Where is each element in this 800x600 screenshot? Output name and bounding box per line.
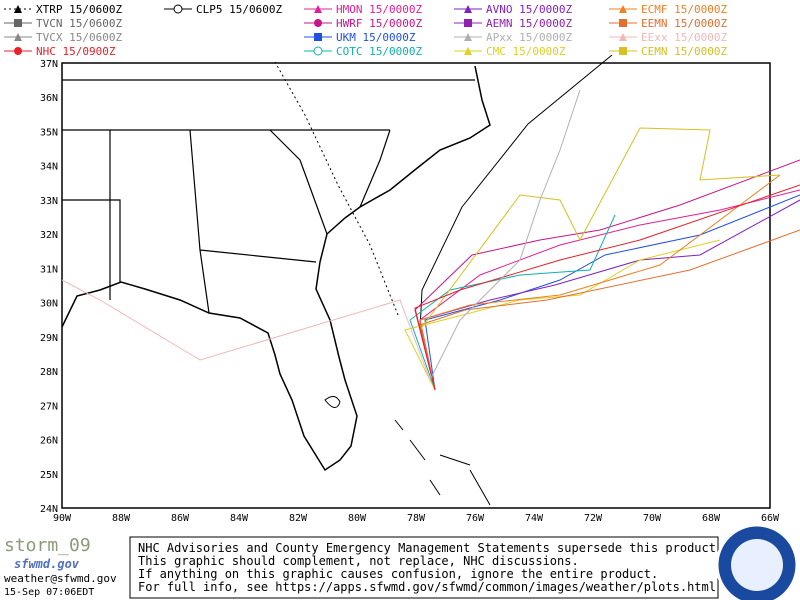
track [61, 279, 431, 381]
map-frame [61, 62, 771, 509]
lon-label: 68W [702, 513, 721, 524]
lat-label: 27N [40, 401, 58, 412]
legend-label: COTC 15/0000Z [336, 45, 422, 58]
coastline [61, 65, 491, 472]
notice: NHC Advisories and County Emergency Mana… [138, 541, 723, 594]
footer: storm_09 sfwmd.gov weather@sfwmd.gov 15-… [4, 523, 799, 600]
legend-marker [619, 5, 627, 13]
lon-label: 70W [643, 513, 662, 524]
legend-label: CMC 15/0000Z [486, 45, 566, 58]
lat-label: 33N [40, 196, 58, 207]
lat-label: 28N [40, 367, 58, 378]
lat-label: 32N [40, 230, 58, 241]
lon-label: 80W [348, 513, 367, 524]
lat-label: 25N [40, 470, 58, 481]
lat-label: 24N [40, 504, 58, 515]
legend-label: AEMN 15/0000Z [486, 17, 572, 30]
legend-label: EExx 15/0000Z [641, 31, 727, 44]
lat-label: 36N [40, 93, 58, 104]
lat-label: 35N [40, 127, 58, 138]
lon-label: 84W [230, 513, 249, 524]
lat-label: 34N [40, 162, 58, 173]
state-lines [62, 79, 475, 314]
lat-label: 29N [40, 333, 58, 344]
legend-label: EEMN 15/0000Z [641, 17, 727, 30]
lon-label: 74W [525, 513, 544, 524]
legend-marker [14, 19, 22, 27]
legend-label: AVNO 15/0000Z [486, 3, 572, 16]
lat-label: 31N [40, 264, 58, 275]
track [404, 239, 721, 391]
legend-label: CEMN 15/0000Z [641, 45, 727, 58]
legend-label: TVCN 15/0600Z [36, 17, 122, 30]
legend-label: ECMF 15/0000Z [641, 3, 727, 16]
legend-label: HMON 15/0000Z [336, 3, 422, 16]
legend-label: UKM 15/0000Z [336, 31, 416, 44]
legend-label: APxx 15/0000Z [486, 31, 572, 44]
islands [394, 419, 491, 506]
track [414, 184, 800, 391]
map [61, 54, 800, 509]
track [419, 127, 781, 331]
email: weather@sfwmd.gov [4, 572, 117, 585]
lat-label: 37N [40, 59, 58, 70]
legend-label: HWRF 15/0000Z [336, 17, 422, 30]
logo: sfwmd.gov [14, 557, 80, 571]
track [429, 89, 581, 381]
notice-line: If anything on this graphic causes confu… [138, 567, 658, 581]
lat-label: 30N [40, 299, 58, 310]
legend-marker [173, 4, 183, 14]
lat-label: 26N [40, 436, 58, 447]
date: 15-Sep 07:06EDT [4, 587, 94, 598]
lon-label: 88W [112, 513, 131, 524]
lon-label: 82W [289, 513, 308, 524]
legend-label: XTRP 15/0600Z [36, 3, 122, 16]
legend-marker [619, 47, 627, 55]
lon-label: 90W [53, 513, 72, 524]
legend-label: TVCX 15/0600Z [36, 31, 122, 44]
track [274, 61, 399, 316]
notice-line: For full info, see https://apps.sfwmd.go… [138, 580, 716, 594]
legend-marker [464, 5, 472, 13]
lon-label: 76W [466, 513, 485, 524]
legend-marker [464, 19, 472, 27]
legend-label: CLP5 15/0600Z [196, 3, 282, 16]
lake [324, 396, 341, 408]
legend-marker [619, 19, 627, 27]
lon-label: 78W [407, 513, 426, 524]
notice-box [129, 536, 719, 599]
track [419, 174, 781, 391]
lon-label: 86W [171, 513, 190, 524]
storm-name: storm_09 [4, 535, 91, 556]
axis-labels: 90W 88W 86W 84W 82W 80W 78W 76W 74W 72W 70W 68W 66W 3… [40, 59, 780, 524]
seal-inner [731, 539, 783, 591]
legend-marker [619, 33, 627, 41]
legend-marker [314, 19, 322, 27]
notice-line: NHC Advisories and County Emergency Mana… [138, 541, 723, 555]
legend-marker [464, 33, 472, 41]
legend-marker [314, 5, 322, 13]
legend-marker [464, 47, 472, 55]
legend-label: NHC 15/0900Z [36, 45, 116, 58]
legend-marker [313, 46, 323, 56]
legend-marker [14, 33, 22, 41]
legend-marker [14, 5, 22, 13]
legend-marker [14, 47, 22, 55]
lon-label: 66W [761, 513, 780, 524]
legend-marker [314, 33, 322, 41]
notice-line: This graphic should complement, not repl… [138, 554, 579, 568]
track [419, 229, 800, 391]
lon-label: 72W [584, 513, 603, 524]
